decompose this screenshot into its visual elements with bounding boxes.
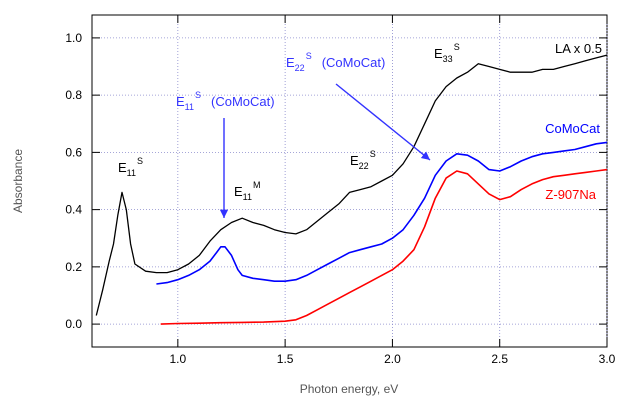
plot-frame <box>91 14 608 348</box>
grid-lines <box>92 15 608 347</box>
y-tick-label: 0.6 <box>65 145 82 159</box>
la-series-line <box>95 54 608 316</box>
y-tick-label: 0.2 <box>65 260 82 274</box>
comocat-series-label: CoMoCat <box>545 121 600 136</box>
e11s-comocat-label: E11S (CoMoCat) <box>176 90 275 112</box>
e22s-comocat-label: E22S (CoMoCat) <box>286 51 385 73</box>
x-tick-label: 2.5 <box>491 352 508 366</box>
y-axis-title: Absorbance <box>11 149 25 213</box>
y-tick-label: 0.8 <box>65 88 82 102</box>
y-tick-label: 0.0 <box>65 317 82 331</box>
x-tick-label: 1.0 <box>169 352 186 366</box>
comocat-series-line <box>156 141 608 285</box>
x-tick-label: 2.0 <box>384 352 401 366</box>
e22s-comocat-arrow <box>335 83 431 161</box>
la-series-label: LA x 0.5 <box>555 41 602 56</box>
y-tick-label: 1.0 <box>65 31 82 45</box>
x-tick-label: 1.5 <box>277 352 294 366</box>
e11m-label: E11M <box>234 180 261 202</box>
e11s-label: E11S <box>118 156 143 178</box>
x-tick-label: 3.0 <box>599 352 616 366</box>
e22s-label: E22S <box>350 149 376 171</box>
annotation-labels: E11S E11M E22S E33S E11S (CoMoCat) E22S (CoMoCa… <box>118 41 602 202</box>
y-tick-label: 0.4 <box>65 203 82 217</box>
x-axis-title: Photon energy, eV <box>300 382 399 396</box>
series-lines <box>95 54 608 325</box>
z907na-series-label: Z-907Na <box>545 187 596 202</box>
axis-ticks: 1.0 1.5 2.0 2.5 3.0 0.0 0.2 0.4 0.6 0.8 1.0 <box>65 15 616 366</box>
z907na-series-line <box>160 168 608 325</box>
e33s-label: E33S <box>434 42 460 64</box>
annotation-arrows <box>219 83 431 218</box>
